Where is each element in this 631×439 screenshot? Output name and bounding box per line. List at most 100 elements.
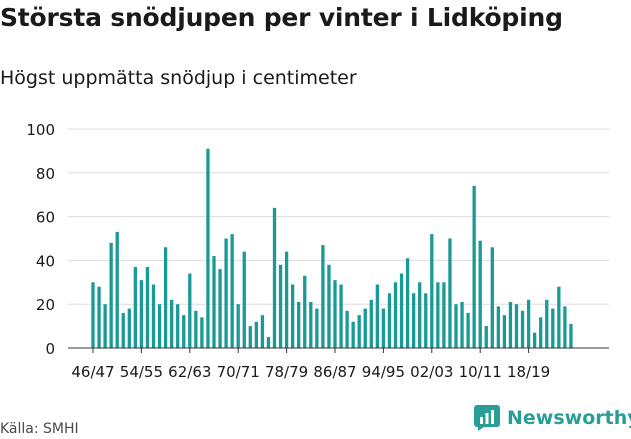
newsworthy-logo-icon [474, 405, 500, 431]
bar [248, 326, 252, 348]
bar [266, 337, 271, 348]
bar [97, 286, 101, 348]
x-tick-label: 62/63 [168, 363, 211, 381]
bar [466, 312, 470, 348]
bar [375, 284, 379, 348]
bar [242, 251, 246, 348]
x-tick-label: 78/79 [265, 363, 308, 381]
bar [369, 299, 373, 348]
bar [200, 317, 204, 348]
bar [284, 251, 289, 348]
bar [91, 282, 95, 348]
bar [103, 304, 107, 348]
bar [393, 282, 398, 348]
bar [182, 315, 186, 348]
bar [315, 308, 319, 348]
bar [436, 282, 440, 348]
bar [194, 310, 198, 348]
bar [490, 247, 494, 348]
bar [539, 317, 543, 348]
bar [460, 302, 464, 348]
bar [424, 293, 428, 348]
bar [381, 308, 386, 348]
bar [454, 304, 458, 348]
y-tick-label: 0 [45, 340, 55, 358]
bar [212, 256, 216, 348]
bar [206, 148, 210, 348]
bar [484, 326, 488, 348]
bar [526, 299, 531, 348]
y-tick-label: 20 [36, 296, 55, 314]
bar [399, 273, 404, 348]
bar [109, 242, 113, 348]
bar [157, 304, 162, 348]
bar [442, 282, 446, 348]
bar [139, 280, 144, 348]
bar [115, 231, 119, 348]
y-tick-label: 80 [36, 165, 55, 183]
bar [502, 315, 507, 348]
x-tick-label: 46/47 [71, 363, 114, 381]
bar [357, 315, 361, 348]
bar [569, 323, 573, 348]
bar [133, 266, 137, 348]
bar [321, 245, 325, 348]
brand-name: Newsworthy [507, 407, 631, 429]
bar [412, 293, 416, 348]
bar [363, 308, 367, 348]
bar [170, 299, 174, 348]
bar [496, 306, 500, 348]
x-tick-label: 10/11 [459, 363, 502, 381]
bar-chart: 0 20 40 60 80 100 46/47 54/55 62/63 70/71 78/79 86/… [26, 121, 609, 381]
bar [309, 302, 313, 348]
bar [218, 269, 222, 348]
bar [351, 321, 355, 348]
bar [188, 273, 192, 348]
source-note: Källa: SMHI [0, 421, 79, 437]
bar [236, 304, 240, 348]
bar [224, 238, 228, 348]
bar [127, 308, 131, 348]
x-tick-label: 02/03 [410, 363, 453, 381]
bar [230, 234, 234, 348]
bar [345, 310, 349, 348]
bar [514, 304, 519, 348]
bar [272, 207, 277, 348]
brand: Newsworthy [474, 405, 631, 431]
bar [163, 247, 168, 348]
bar [551, 308, 555, 348]
x-tick-label: 70/71 [217, 363, 260, 381]
bar [430, 234, 434, 348]
y-tick-label: 60 [36, 209, 55, 227]
bar [448, 238, 452, 348]
bar [339, 284, 343, 348]
y-tick-label: 100 [26, 121, 55, 139]
bar [291, 284, 295, 348]
bar [297, 302, 301, 348]
bar [563, 306, 567, 348]
bar [303, 275, 307, 348]
bar [333, 280, 337, 348]
bar [176, 304, 180, 348]
bar [278, 264, 283, 348]
bar [405, 258, 410, 348]
chart-subtitle: Högst uppmätta snödjup i centimeter [0, 67, 357, 89]
bar [327, 264, 331, 348]
y-tick-label: 40 [36, 252, 55, 270]
bar [260, 315, 265, 348]
bar [533, 332, 537, 348]
bar [121, 312, 125, 348]
bar [508, 302, 513, 348]
x-tick-label: 18/19 [507, 363, 550, 381]
bar [151, 284, 156, 348]
bar [145, 266, 150, 348]
bar [545, 299, 549, 348]
chart-title: Största snödjupen per vinter i Lidköping [0, 3, 563, 32]
bar [478, 240, 482, 348]
x-tick-label: 94/95 [362, 363, 405, 381]
bar [520, 310, 525, 348]
bar [418, 282, 422, 348]
x-tick-label: 54/55 [120, 363, 163, 381]
bar [557, 286, 561, 348]
bar [387, 293, 392, 348]
